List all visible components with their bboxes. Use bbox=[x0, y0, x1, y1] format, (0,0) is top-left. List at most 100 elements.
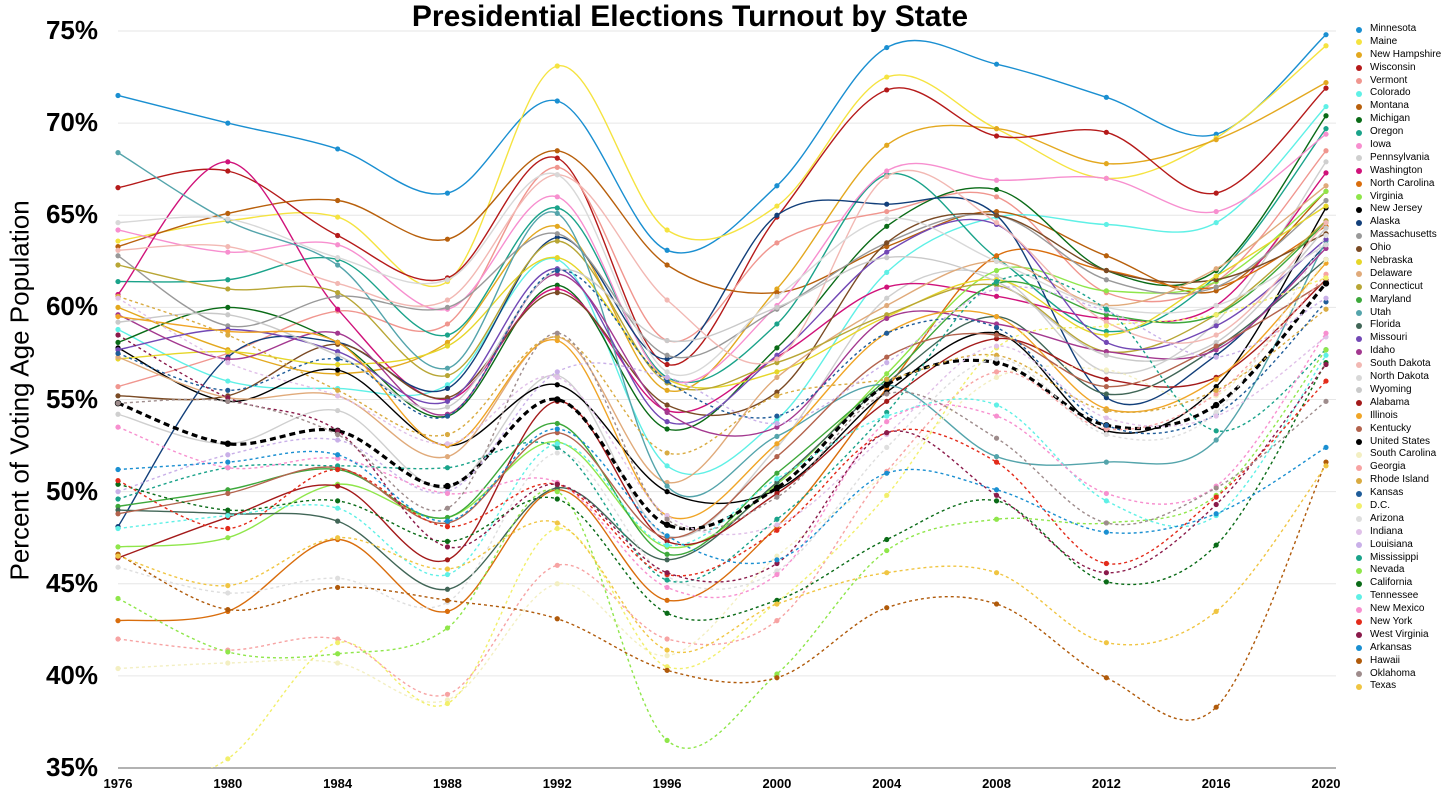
data-point bbox=[554, 444, 560, 451]
legend-item: Texas bbox=[1356, 680, 1456, 693]
data-point bbox=[554, 210, 560, 217]
data-point bbox=[993, 267, 1000, 274]
data-point bbox=[115, 150, 121, 156]
data-point bbox=[664, 227, 670, 233]
legend-item: Louisiana bbox=[1356, 539, 1456, 552]
data-point bbox=[1323, 113, 1329, 119]
data-point bbox=[993, 454, 1000, 460]
data-point bbox=[774, 597, 780, 603]
data-point bbox=[664, 542, 670, 548]
data-point bbox=[664, 737, 670, 743]
data-point bbox=[115, 185, 121, 191]
data-point bbox=[225, 590, 231, 596]
legend-label: South Carolina bbox=[1370, 448, 1437, 460]
data-point bbox=[1323, 299, 1329, 305]
data-point bbox=[1322, 280, 1330, 287]
data-point bbox=[774, 476, 780, 482]
data-point bbox=[1213, 208, 1219, 215]
data-point bbox=[115, 384, 121, 390]
data-point bbox=[1103, 288, 1109, 294]
data-point bbox=[884, 391, 890, 397]
data-point bbox=[1213, 608, 1219, 614]
legend-marker bbox=[1356, 645, 1362, 652]
x-tick-label: 1980 bbox=[213, 776, 243, 791]
data-point bbox=[993, 343, 1000, 349]
data-point bbox=[554, 205, 560, 211]
data-point bbox=[225, 277, 231, 283]
data-point bbox=[335, 452, 341, 458]
legend-marker bbox=[1356, 39, 1362, 46]
data-point bbox=[1103, 352, 1109, 358]
data-point bbox=[1103, 277, 1109, 283]
legend-label: D.C. bbox=[1370, 499, 1390, 511]
data-point bbox=[554, 520, 560, 526]
data-point bbox=[444, 339, 451, 345]
legend-marker bbox=[1356, 271, 1362, 278]
legend-item: Kansas bbox=[1356, 487, 1456, 500]
data-point bbox=[884, 315, 890, 322]
x-tick-label: 1976 bbox=[103, 776, 133, 791]
legend-marker bbox=[1356, 103, 1362, 110]
data-point bbox=[1323, 256, 1329, 263]
data-point bbox=[774, 441, 780, 447]
data-point bbox=[225, 304, 231, 310]
data-point bbox=[774, 369, 780, 375]
x-tick-label: 2012 bbox=[1091, 776, 1121, 791]
data-point bbox=[554, 148, 560, 154]
data-point bbox=[993, 498, 1000, 504]
x-tick-label: 1984 bbox=[323, 776, 353, 791]
data-point bbox=[774, 618, 780, 624]
data-point bbox=[774, 527, 780, 533]
data-point bbox=[335, 651, 341, 657]
data-point bbox=[554, 267, 560, 274]
series-line bbox=[117, 262, 1327, 520]
legend-item: Wisconsin bbox=[1356, 62, 1456, 75]
data-point bbox=[444, 454, 451, 460]
legend-item: Hawaii bbox=[1356, 655, 1456, 668]
data-point bbox=[664, 533, 670, 539]
data-point bbox=[664, 538, 670, 544]
legend-item: Wyoming bbox=[1356, 384, 1456, 397]
series-line bbox=[117, 128, 1327, 384]
data-point bbox=[335, 293, 341, 299]
legend-item: Vermont bbox=[1356, 75, 1456, 88]
data-point bbox=[993, 459, 1000, 465]
data-point bbox=[225, 512, 231, 519]
data-point bbox=[554, 255, 560, 261]
legend-label: Michigan bbox=[1370, 113, 1411, 125]
data-point bbox=[1103, 520, 1109, 526]
data-point bbox=[554, 282, 560, 288]
series-line bbox=[117, 235, 1327, 609]
legend-item: Virginia bbox=[1356, 191, 1456, 204]
data-point bbox=[664, 402, 670, 408]
data-point bbox=[225, 120, 231, 126]
data-point bbox=[444, 277, 451, 283]
data-point bbox=[884, 444, 890, 451]
data-point bbox=[1213, 339, 1219, 345]
legend-marker bbox=[1356, 142, 1362, 149]
data-point bbox=[774, 345, 780, 351]
data-point bbox=[335, 498, 341, 504]
legend-marker bbox=[1356, 297, 1362, 304]
data-point bbox=[1323, 444, 1329, 451]
data-point bbox=[444, 332, 451, 338]
data-point bbox=[664, 570, 670, 576]
series-line bbox=[117, 259, 1327, 703]
data-point bbox=[884, 398, 890, 404]
data-point bbox=[664, 664, 670, 670]
legend-item: North Dakota bbox=[1356, 371, 1456, 384]
data-point bbox=[554, 430, 560, 436]
y-tick-label: 55% bbox=[45, 383, 98, 414]
legend-item: Arkansas bbox=[1356, 642, 1456, 655]
data-point bbox=[664, 647, 670, 653]
data-point bbox=[225, 756, 231, 762]
data-point bbox=[774, 522, 780, 528]
data-point bbox=[664, 419, 670, 425]
data-point bbox=[664, 551, 670, 557]
data-point bbox=[884, 330, 890, 336]
legend-item: Nebraska bbox=[1356, 255, 1456, 268]
data-point bbox=[993, 313, 1000, 320]
data-point bbox=[884, 413, 890, 419]
data-point bbox=[115, 238, 121, 244]
legend-label: Illinois bbox=[1370, 409, 1398, 421]
